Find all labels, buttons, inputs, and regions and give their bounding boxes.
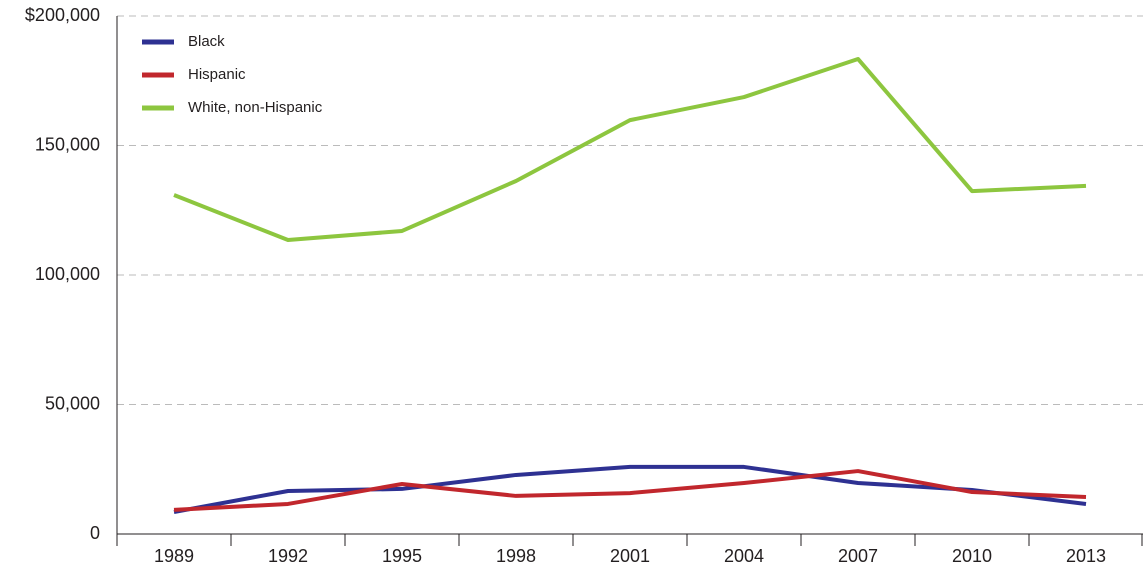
y-tick-label: $200,000 xyxy=(25,5,100,25)
x-tick-label: 2001 xyxy=(610,546,650,566)
x-tick-label: 2010 xyxy=(952,546,992,566)
y-tick-label: 50,000 xyxy=(45,393,100,413)
legend-text: White, non-Hispanic xyxy=(188,99,323,116)
y-tick-label: 100,000 xyxy=(35,264,100,284)
x-tick-label: 2013 xyxy=(1066,546,1106,566)
series-line xyxy=(173,464,1087,514)
legend-text: Hispanic xyxy=(188,66,246,83)
y-tick-label: 150,000 xyxy=(35,134,100,154)
series-line xyxy=(173,56,1087,243)
x-tick-label: 1998 xyxy=(496,546,536,566)
legend-text: Black xyxy=(188,33,225,50)
x-tick-label: 1992 xyxy=(268,546,308,566)
series-line xyxy=(173,469,1087,512)
y-tick-label: 0 xyxy=(90,523,100,543)
x-tick-label: 1989 xyxy=(154,546,194,566)
x-tick-label: 2007 xyxy=(838,546,878,566)
x-tick-label: 1995 xyxy=(382,546,422,566)
x-tick-label: 2004 xyxy=(724,546,764,566)
